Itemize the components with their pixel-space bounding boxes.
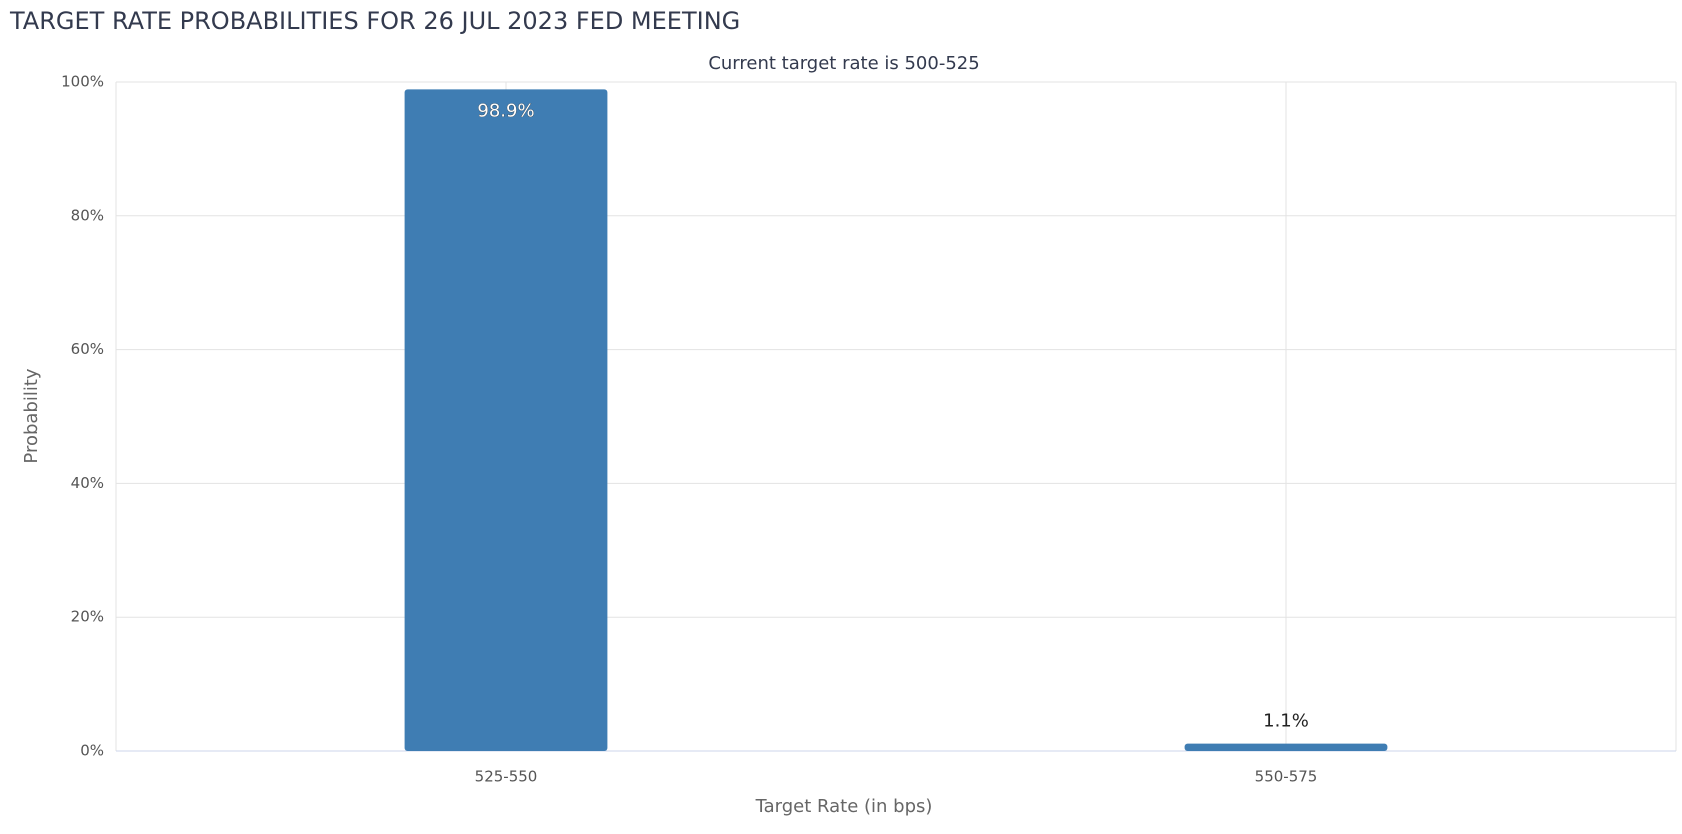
y-tick-label: 80% — [71, 206, 104, 224]
data-label: 98.9% — [477, 100, 534, 121]
y-axis-title: Probability — [21, 368, 42, 463]
y-tick-label: 20% — [71, 608, 104, 626]
bar — [1184, 743, 1388, 751]
y-tick-label: 40% — [71, 474, 104, 492]
x-tick-label: 525-550 — [475, 768, 538, 786]
y-tick-label: 0% — [80, 742, 104, 760]
x-tick-label: 550-575 — [1255, 768, 1318, 786]
bar — [404, 89, 608, 751]
y-tick-label: 100% — [61, 73, 104, 91]
y-tick-label: 60% — [71, 340, 104, 358]
x-axis-title: Target Rate (in bps) — [755, 796, 933, 817]
chart-subtitle: Current target rate is 500-525 — [708, 53, 979, 74]
chart-title: TARGET RATE PROBABILITIES FOR 26 JUL 202… — [9, 7, 740, 35]
data-label: 1.1% — [1263, 711, 1309, 732]
